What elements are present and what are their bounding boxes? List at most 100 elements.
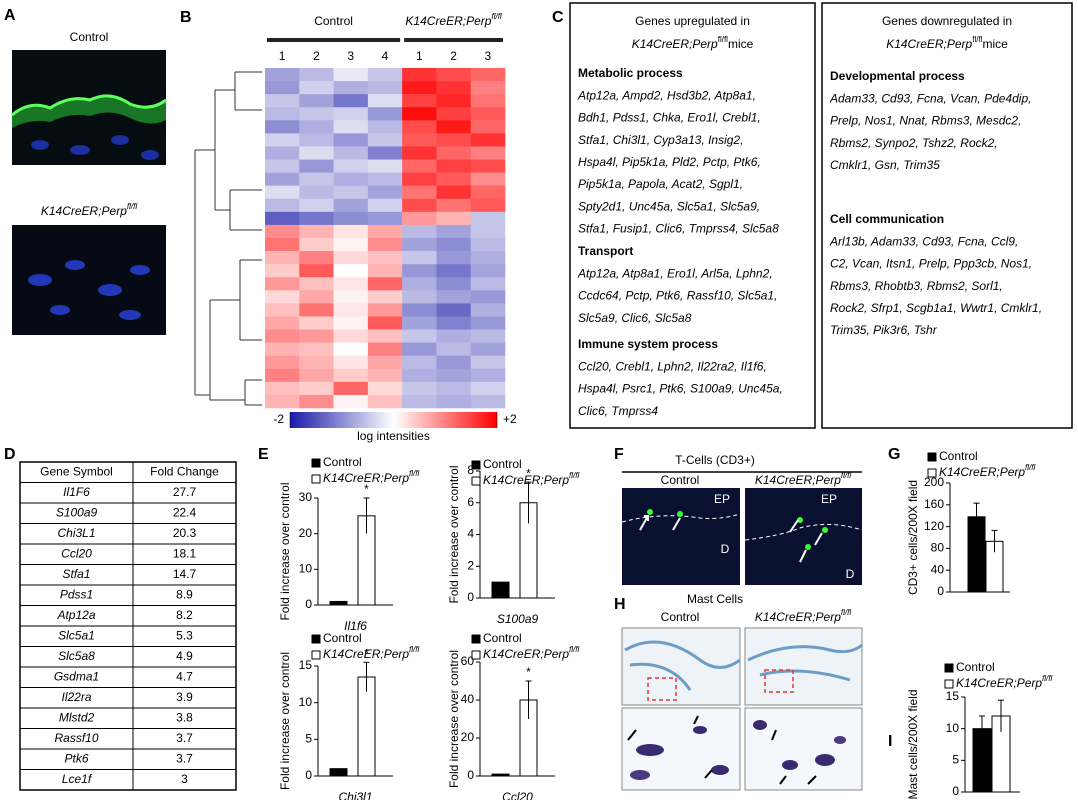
heatmap-cell — [436, 120, 472, 134]
heatmap-cell — [470, 159, 506, 173]
heatmap-cell — [333, 329, 369, 343]
heatmap-cell — [333, 303, 369, 317]
heatmap-cell — [436, 238, 472, 252]
heatmap-cell — [299, 172, 334, 186]
box-header: Genes downregulated in — [882, 14, 1012, 28]
heatmap-cell — [367, 238, 403, 252]
table-cell: Lce1f — [62, 772, 93, 786]
heatmap-cell — [402, 290, 437, 304]
heatmap-cell — [299, 133, 334, 147]
heatmap-cell — [367, 107, 403, 121]
heatmap-cell — [402, 238, 437, 252]
heatmap-cell — [299, 355, 334, 370]
y-tick-label: 0 — [937, 584, 944, 598]
heatmap-cell — [402, 198, 437, 213]
heatmap-cell — [402, 368, 437, 383]
legend-label-part: fl/fl — [1042, 674, 1052, 683]
column-label: 4 — [382, 49, 389, 63]
y-tick-label: 40 — [931, 562, 945, 576]
group-label-part: Control — [314, 14, 353, 28]
heatmap-cell — [367, 185, 403, 200]
table-cell: 4.7 — [176, 669, 193, 683]
gene-list: Trim35, Pik3r6, Tshr — [830, 323, 938, 337]
heatmap-cell — [402, 264, 437, 278]
heatmap-cell — [333, 198, 369, 213]
y-tick-label: 5 — [305, 732, 312, 746]
gene-list: Cmklr1, Gsn, Trim35 — [830, 158, 940, 172]
heatmap-cell — [402, 303, 437, 317]
panel-letter: G — [888, 446, 900, 463]
table-cell: Il1F6 — [63, 485, 90, 499]
heatmap-cell — [402, 342, 437, 356]
y-tick-label: 0 — [305, 597, 312, 611]
table-cell: Rassf10 — [54, 731, 98, 745]
heatmap-cell — [333, 251, 369, 265]
heatmap-cell — [265, 107, 300, 121]
section-title: Immune system process — [578, 337, 718, 351]
heatmap-cell — [265, 368, 300, 383]
legend-label-part: fl/fl — [569, 645, 579, 654]
heatmap-cell — [470, 303, 506, 317]
heatmap-cell — [333, 355, 369, 370]
legend-swatch — [311, 458, 321, 468]
y-axis-label: Fold increase over control — [278, 652, 292, 790]
heatmap-cell — [470, 394, 506, 409]
gene-list: C2, Vcan, Itsn1, Prelp, Ppp3cb, Nos1, — [830, 257, 1032, 271]
heatmap-cell — [367, 368, 403, 383]
heatmap-cell — [333, 172, 369, 186]
heatmap-cell — [470, 368, 506, 383]
table-cell: 3.9 — [176, 690, 193, 704]
heatmap-cell — [265, 133, 300, 147]
table-cell: Gsdma1 — [54, 669, 99, 683]
heatmap-cell — [333, 290, 369, 304]
heatmap-cell — [402, 146, 437, 160]
heatmap-cell — [367, 146, 403, 160]
heatmap-cell — [402, 394, 437, 409]
heatmap-cell — [299, 277, 334, 291]
heatmap-cell — [367, 159, 403, 173]
column-label: 1 — [279, 49, 286, 63]
heatmap-cell — [436, 94, 472, 108]
heatmap-cell — [265, 185, 300, 200]
heatmap-cell — [265, 303, 300, 317]
heatmap-cell — [402, 329, 437, 343]
heatmap-cell — [333, 159, 369, 173]
heatmap-cell — [436, 81, 472, 95]
y-tick-label: 0 — [952, 784, 959, 798]
heatmap-cell — [299, 94, 334, 108]
heatmap-cell — [470, 120, 506, 134]
box-header-part: K14CreER;Perp — [886, 37, 972, 51]
gene-list: Adam33, Cd93, Fcna, Vcan, Pde4dip, — [829, 91, 1031, 105]
gene-list: Rbms2, Synpo2, Tshz2, Rock2, — [830, 136, 998, 150]
table-cell: 3.8 — [176, 710, 193, 724]
y-tick-label: 5 — [952, 753, 959, 767]
region-label: D — [721, 542, 730, 556]
colorbar-tick-label: +2 — [503, 412, 517, 426]
table-cell: Slc5a8 — [58, 649, 95, 663]
heatmap-cell — [367, 355, 403, 370]
table-cell: Chi3L1 — [57, 526, 95, 540]
heatmap-cell — [333, 146, 369, 160]
legend-label-part: K14CreER;Perp — [483, 647, 569, 661]
heatmap-cell — [470, 198, 506, 213]
legend-label: K14CreER;Perpfl/fl — [939, 463, 1035, 479]
legend-label: Control — [956, 660, 995, 674]
heatmap-cell — [436, 107, 472, 121]
table-cell: Il22ra — [61, 690, 91, 704]
heatmap-cell — [367, 172, 403, 186]
heatmap-cell — [333, 238, 369, 252]
heatmap-cell — [436, 329, 472, 343]
heatmap-cell — [436, 264, 472, 278]
box-header-part: fl/fl — [972, 35, 982, 44]
heatmap-cell — [299, 329, 334, 343]
heatmap-cell — [299, 159, 334, 173]
heatmap-cell — [436, 355, 472, 370]
heatmap-cell — [436, 381, 472, 396]
image-label-part: Control — [661, 473, 700, 487]
heatmap-cell — [436, 277, 472, 291]
box-header-part: Genes downregulated in — [882, 14, 1012, 28]
heatmap-cell — [402, 277, 437, 291]
heatmap-cell — [402, 185, 437, 200]
table-cell: S100a9 — [56, 505, 98, 519]
legend-label-part: fl/fl — [1025, 463, 1035, 472]
